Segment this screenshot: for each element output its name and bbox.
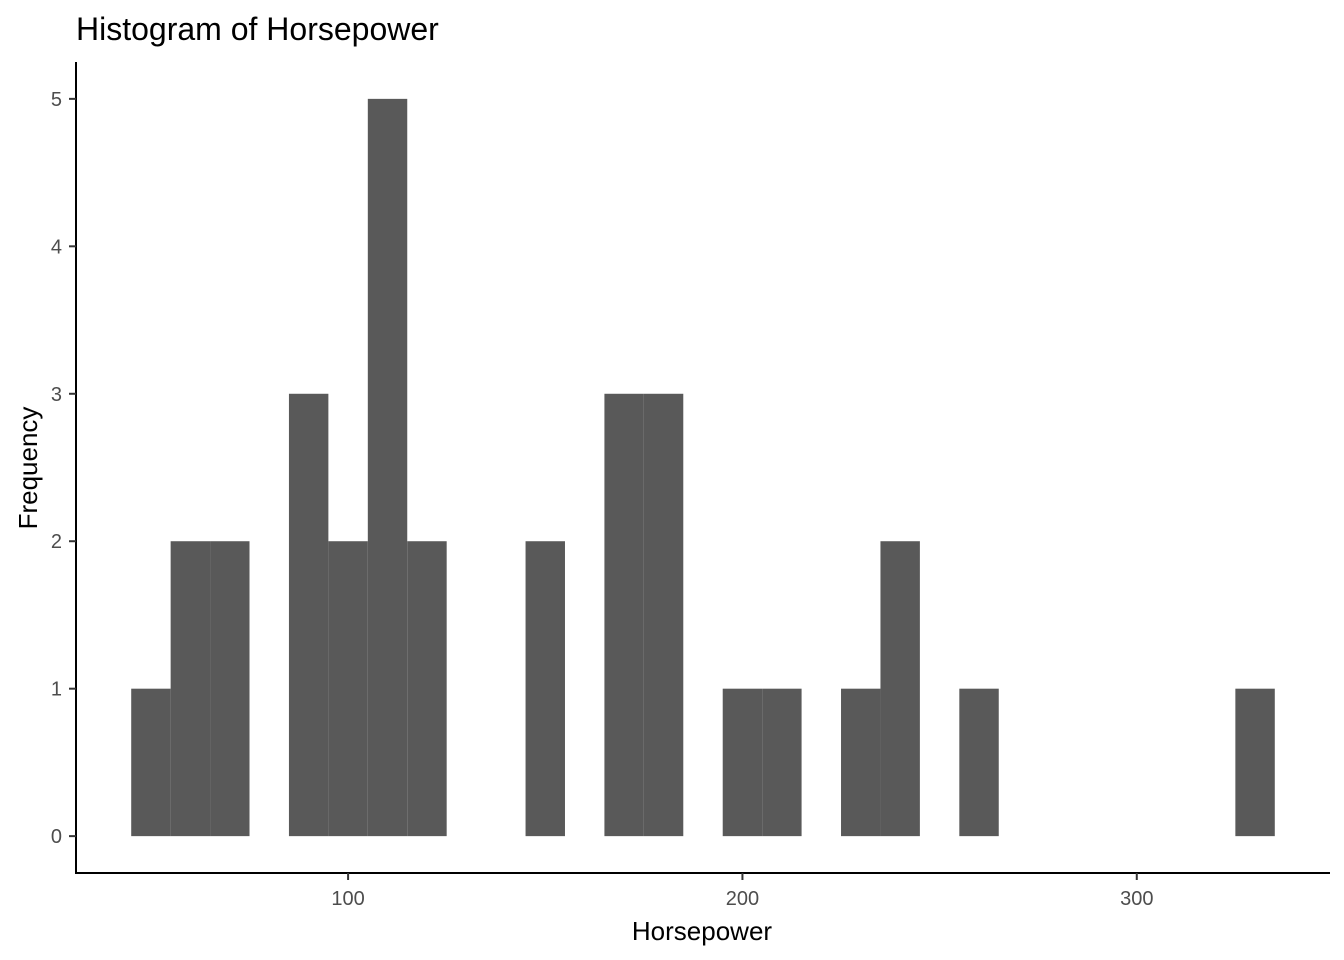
bars-group xyxy=(131,98,1275,837)
x-tick-label: 200 xyxy=(726,888,759,910)
histogram-bar-1 xyxy=(170,541,211,837)
histogram-bar-12 xyxy=(841,688,881,837)
y-tick-label: 2 xyxy=(51,531,62,553)
histogram-bar-14 xyxy=(959,688,999,837)
y-tick-label: 4 xyxy=(51,236,62,258)
x-axis-title: Horsepower xyxy=(632,916,773,946)
histogram-bar-0 xyxy=(131,688,171,837)
x-tick-label: 300 xyxy=(1120,888,1153,910)
x-ticks-group: 100 200 300 xyxy=(331,873,1153,910)
histogram-bar-13 xyxy=(880,541,920,837)
histogram-bar-3 xyxy=(288,393,329,837)
histogram-bar-7 xyxy=(525,541,565,837)
histogram-bar-10 xyxy=(722,688,763,837)
y-axis-title: Frequency xyxy=(13,407,43,530)
histogram-bar-15 xyxy=(1235,688,1275,837)
y-tick-label: 0 xyxy=(51,826,62,848)
y-tick-label: 3 xyxy=(51,384,62,406)
histogram-bar-2 xyxy=(210,541,250,837)
x-tick-label: 100 xyxy=(331,888,364,910)
histogram-bar-8 xyxy=(604,393,644,837)
chart-title: Histogram of Horsepower xyxy=(76,11,439,47)
histogram-bar-5 xyxy=(367,98,408,837)
y-tick-label: 1 xyxy=(51,679,62,701)
y-tick-label: 5 xyxy=(51,89,62,111)
histogram-bar-11 xyxy=(762,688,802,837)
histogram-bar-4 xyxy=(328,541,368,837)
histogram-bar-9 xyxy=(643,393,684,837)
histogram-bar-6 xyxy=(407,541,447,837)
y-ticks-group: 0 1 2 3 4 5 xyxy=(51,89,76,848)
